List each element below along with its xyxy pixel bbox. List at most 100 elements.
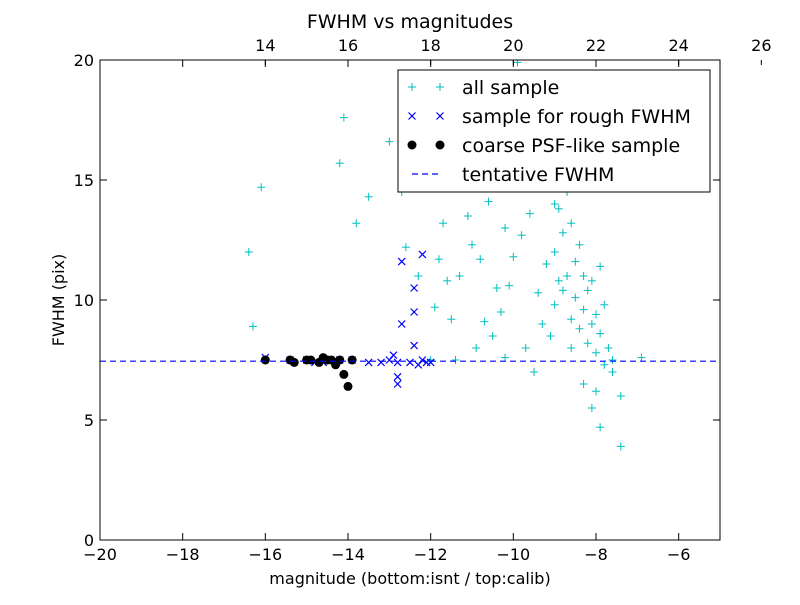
data-point	[439, 219, 448, 228]
cross-b	[393, 358, 402, 367]
data-point	[443, 276, 452, 285]
data-point	[579, 305, 588, 314]
data-point	[260, 355, 270, 365]
y-axis-title: FWHM (pix)	[49, 254, 68, 347]
x-axis-title: magnitude (bottom:isnt / top:calib)	[269, 569, 550, 588]
data-point	[393, 380, 402, 388]
legend-marker	[408, 83, 416, 91]
data-point	[484, 197, 493, 206]
plot-marks	[100, 60, 720, 451]
cross-b	[364, 358, 373, 367]
data-point	[335, 159, 344, 168]
dot	[260, 355, 270, 365]
data-point	[488, 332, 497, 340]
chart-title: FWHM vs magnitudes	[307, 11, 513, 33]
data-point	[587, 320, 596, 328]
data-point	[430, 303, 439, 312]
cross-b	[393, 372, 402, 381]
top-x-tick-label: 18	[420, 36, 440, 55]
dot	[435, 140, 445, 150]
x-tick-label: −6	[667, 545, 691, 564]
x-tick-label: −14	[331, 545, 365, 564]
x-tick-label: −10	[496, 545, 530, 564]
data-point	[480, 317, 489, 326]
cross-b	[418, 250, 427, 259]
data-point	[563, 272, 572, 280]
data-point	[604, 344, 613, 352]
data-point	[596, 329, 605, 338]
cross-b	[410, 284, 419, 292]
data-point	[377, 358, 385, 367]
legend-label: tentative FWHM	[462, 164, 614, 186]
data-point	[401, 243, 410, 252]
data-point	[530, 368, 538, 376]
legend-box	[397, 69, 711, 193]
data-point	[542, 260, 551, 268]
data-point	[505, 281, 514, 290]
legend-marker	[436, 83, 444, 91]
data-point	[558, 286, 567, 295]
data-point	[410, 341, 419, 350]
data-point	[608, 368, 617, 376]
cross-b	[410, 341, 419, 350]
data-point	[306, 355, 316, 365]
dot	[343, 381, 353, 391]
dot	[407, 140, 417, 150]
data-point	[546, 332, 555, 340]
data-point	[587, 276, 596, 285]
data-point	[414, 272, 423, 280]
data-point	[472, 344, 481, 352]
top-x-tick-label: 26	[751, 36, 771, 55]
legend-marker	[436, 112, 444, 120]
data-point	[397, 320, 406, 328]
data-point	[339, 369, 349, 379]
data-point	[587, 404, 596, 412]
data-point	[343, 381, 353, 391]
data-point	[517, 231, 526, 240]
y-tick-label: 20	[74, 51, 94, 70]
data-point	[550, 200, 559, 208]
legend-marker	[407, 140, 417, 150]
data-point	[583, 339, 592, 348]
data-point	[525, 209, 534, 218]
cross-b	[397, 257, 406, 266]
data-point	[513, 60, 522, 67]
cross-b	[422, 358, 431, 367]
data-point	[575, 240, 584, 249]
cross-b	[408, 112, 416, 120]
data-point	[509, 252, 518, 261]
data-point	[550, 300, 559, 309]
legend-label: coarse PSF-like sample	[462, 135, 680, 157]
y-tick-label: 0	[84, 531, 94, 550]
top-x-tick-label: 22	[586, 36, 606, 55]
cross-b	[397, 320, 406, 328]
x-tick-label: −16	[248, 545, 282, 564]
data-point	[608, 356, 617, 364]
data-point	[244, 248, 253, 256]
top-x-tick-label: 24	[668, 36, 688, 55]
x-tick-label: −12	[414, 545, 448, 564]
cross-b	[389, 351, 398, 360]
y-tick-label: 10	[74, 291, 94, 310]
data-point	[406, 358, 414, 367]
data-point	[496, 308, 505, 316]
data-point	[389, 351, 398, 360]
data-point	[434, 255, 443, 264]
dot	[335, 355, 345, 365]
data-point	[385, 137, 394, 146]
data-point	[352, 219, 361, 228]
data-point	[248, 322, 257, 331]
data-point	[583, 286, 592, 295]
data-point	[455, 272, 464, 280]
data-point	[335, 355, 345, 365]
cross-b	[393, 380, 402, 388]
dot	[339, 369, 349, 379]
legend-marker	[408, 112, 416, 120]
x-tick-label: −18	[166, 545, 200, 564]
data-point	[575, 324, 584, 333]
legend-label: all sample	[462, 77, 559, 99]
data-point	[418, 250, 427, 259]
data-point	[579, 272, 588, 280]
data-point	[393, 372, 402, 381]
data-point	[393, 358, 402, 367]
